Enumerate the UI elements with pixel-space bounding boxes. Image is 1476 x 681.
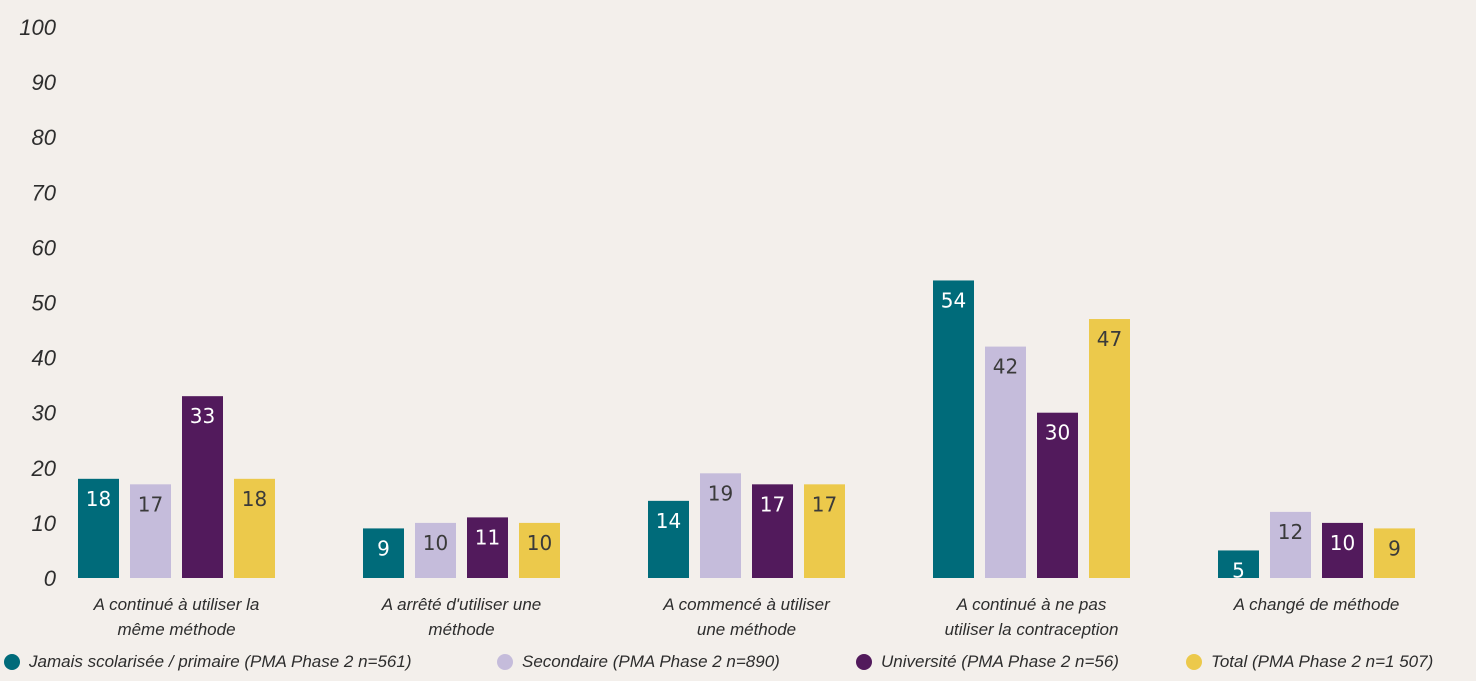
bar [1089, 319, 1130, 578]
category-label: A continué à ne pas utiliser la contracep… [945, 595, 1119, 639]
category-label: A arrêté d'utiliser une méthode [381, 595, 541, 639]
bar-value-label: 9 [377, 536, 390, 560]
y-tick-label: 90 [32, 70, 57, 95]
bar [933, 280, 974, 578]
category-label-line: A arrêté d'utiliser une [381, 595, 541, 614]
bar [78, 478, 119, 578]
category-label-line: A changé de méthode [1233, 595, 1400, 614]
legend-label: Total (PMA Phase 2 n=1 507) [1211, 652, 1434, 671]
bar [182, 396, 223, 578]
bar [752, 484, 793, 578]
bar [1374, 528, 1415, 578]
bar-value-label: 14 [656, 509, 681, 533]
y-tick-label: 70 [32, 180, 57, 205]
category-label-line: A commencé à utiliser [662, 595, 831, 614]
legend-label: Jamais scolarisée / primaire (PMA Phase … [29, 652, 412, 671]
legend-item-secondaire: Secondaire (PMA Phase 2 n=890) [497, 652, 780, 672]
bar [467, 517, 508, 578]
legend-swatch [1186, 654, 1202, 670]
bar [804, 484, 845, 578]
bar [1037, 412, 1078, 578]
y-tick-label: 100 [19, 15, 56, 40]
category-label: A changé de méthode [1233, 595, 1400, 614]
bar [234, 478, 275, 578]
legend-item-jamais-scolarisee: Jamais scolarisée / primaire (PMA Phase … [4, 652, 412, 672]
legend-item-total: Total (PMA Phase 2 n=1 507) [1186, 652, 1433, 672]
bar [648, 500, 689, 578]
y-tick-label: 60 [32, 235, 57, 260]
bar-value-label: 11 [475, 525, 500, 549]
y-tick-label: 50 [32, 291, 57, 316]
bar-value-label: 19 [708, 481, 733, 505]
y-tick-label: 80 [32, 125, 57, 150]
y-tick-label: 20 [31, 456, 57, 481]
bar [130, 484, 171, 578]
y-axis: 0 10 20 30 40 50 60 70 80 90 100 [19, 15, 56, 591]
bar-value-label: 42 [993, 355, 1018, 379]
bar-value-label: 47 [1097, 327, 1122, 351]
bar-value-label: 30 [1045, 421, 1070, 445]
legend-item-universite: Université (PMA Phase 2 n=56) [856, 652, 1119, 672]
bar [1322, 522, 1363, 578]
bars: 18 9 14 54 5 17 10 19 42 12 33 11 17 30 10 18 10 17 47 9 [78, 280, 1415, 582]
bar-value-label: 9 [1388, 536, 1401, 560]
bar-value-label: 12 [1278, 520, 1303, 544]
category-label-line: A continué à ne pas [956, 595, 1107, 614]
bar-value-label: 10 [1330, 531, 1355, 555]
y-tick-label: 10 [32, 511, 57, 536]
y-tick-label: 30 [32, 401, 57, 426]
bar-value-label: 17 [138, 492, 163, 516]
bar-value-label: 17 [812, 492, 837, 516]
legend-swatch [4, 654, 20, 670]
category-label: A commencé à utiliser une méthode [662, 595, 831, 639]
bar-value-label: 18 [242, 487, 267, 511]
bar [519, 522, 560, 578]
category-label-line: une méthode [697, 620, 796, 639]
bar-value-label: 10 [527, 531, 552, 555]
legend: Jamais scolarisée / primaire (PMA Phase … [0, 652, 1476, 680]
category-label-line: utiliser la contraception [945, 620, 1119, 639]
bar [1270, 511, 1311, 578]
category-label-line: méthode [428, 620, 494, 639]
bar [985, 346, 1026, 578]
bar-value-label: 33 [190, 404, 215, 428]
category-label-line: A continué à utiliser la [93, 595, 260, 614]
bar-value-label: 54 [941, 288, 966, 312]
legend-label: Université (PMA Phase 2 n=56) [881, 652, 1119, 671]
bar [363, 528, 404, 578]
bar [700, 473, 741, 578]
legend-swatch [497, 654, 513, 670]
bar [415, 522, 456, 578]
y-tick-label: 0 [44, 566, 57, 591]
bar-value-label: 5 [1232, 558, 1245, 582]
category-label: A continué à utiliser la même méthode [93, 595, 260, 639]
bar-value-label: 17 [760, 492, 785, 516]
bar [1218, 550, 1259, 578]
category-labels: A continué à utiliser la même méthode A ar… [93, 595, 1400, 639]
bar-value-label: 10 [423, 531, 448, 555]
bar-value-label: 18 [86, 487, 111, 511]
y-tick-label: 40 [32, 346, 57, 371]
legend-swatch [856, 654, 872, 670]
legend-label: Secondaire (PMA Phase 2 n=890) [522, 652, 780, 671]
category-label-line: même méthode [117, 620, 235, 639]
